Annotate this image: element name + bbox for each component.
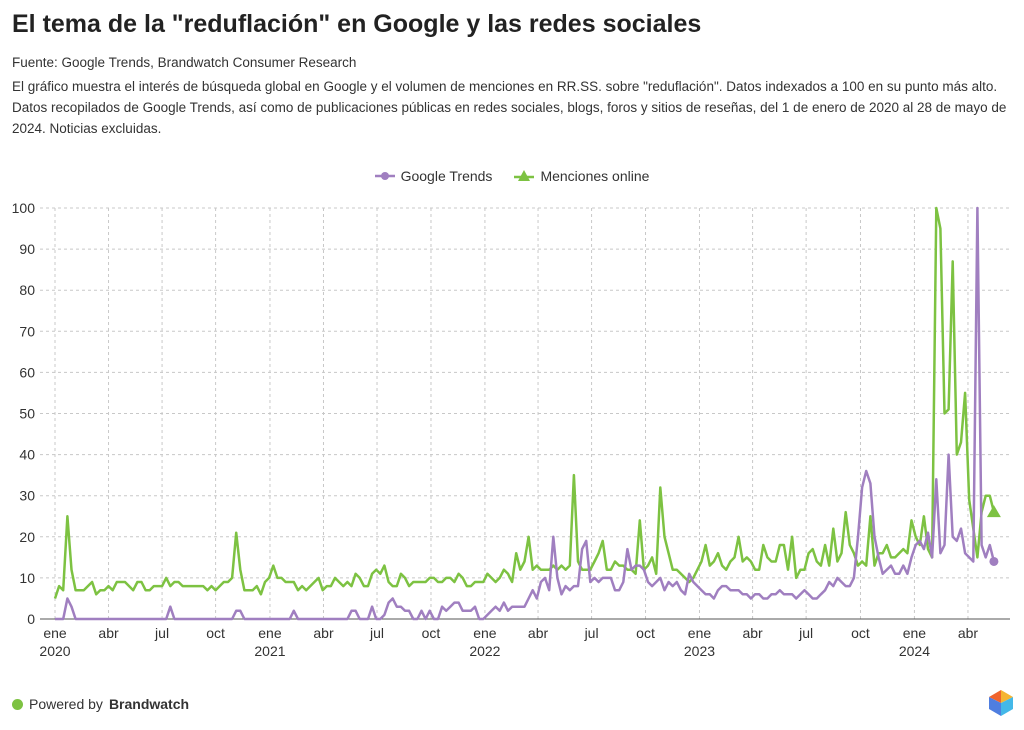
x-tick-label: oct	[851, 625, 870, 641]
chart-source: Fuente: Google Trends, Brandwatch Consum…	[12, 55, 357, 70]
x-tick-label: jul	[798, 625, 813, 641]
series-end-marker	[989, 556, 999, 566]
y-tick-label: 30	[19, 488, 35, 504]
legend-item-google-trends[interactable]: Google Trends	[374, 168, 493, 184]
legend-line-triangle-icon	[514, 170, 535, 181]
x-tick-year-label: 2024	[899, 643, 930, 659]
x-tick-label: ene	[473, 625, 497, 641]
x-tick-label: oct	[636, 625, 655, 641]
x-tick-label: abr	[98, 625, 119, 641]
grid	[40, 207, 1010, 619]
x-tick-label: oct	[422, 625, 441, 641]
y-tick-label: 50	[19, 406, 35, 422]
y-tick-label: 0	[27, 611, 35, 627]
y-tick-label: 90	[19, 241, 35, 257]
series-line-menciones-online	[53, 206, 996, 599]
legend-label: Google Trends	[400, 168, 493, 184]
x-tick-year-label: 2022	[469, 643, 500, 659]
x-tick-year-label: 2023	[684, 643, 715, 659]
x-tick-year-label: 2021	[254, 643, 285, 659]
y-tick-label: 70	[19, 323, 35, 339]
x-tick-label: abr	[742, 625, 763, 641]
chart-description: El gráfico muestra el interés de búsqued…	[12, 79, 1007, 136]
x-tick-label: ene	[903, 625, 927, 641]
legend-item-menciones-online[interactable]: Menciones online	[514, 168, 649, 184]
y-tick-label: 100	[12, 200, 36, 216]
series-layer	[53, 206, 1001, 621]
x-tick-label: jul	[584, 625, 599, 641]
footer: Powered by Brandwatch	[12, 696, 189, 712]
x-tick-label: ene	[688, 625, 712, 641]
powered-by-text: Powered by	[29, 696, 103, 712]
brandwatch-logo-icon	[989, 690, 1013, 716]
x-tick-label: abr	[958, 625, 979, 641]
legend-label: Menciones online	[540, 168, 650, 184]
y-tick-label: 40	[19, 447, 35, 463]
brand-name[interactable]: Brandwatch	[108, 696, 190, 712]
y-tick-label: 80	[19, 282, 35, 298]
chart-title: El tema de la "reduflación" en Google y …	[12, 10, 702, 38]
x-tick-label: abr	[528, 625, 549, 641]
y-tick-label: 20	[19, 529, 35, 545]
x-axis: ene 2020 abr jul oct ene 2021 abr jul oct ene 2022 a…	[39, 618, 1010, 659]
y-tick-label: 10	[19, 570, 35, 586]
series-line-google-trends	[55, 206, 996, 621]
x-tick-label: jul	[369, 625, 384, 641]
legend-line-circle-icon	[374, 172, 395, 180]
x-tick-label: jul	[154, 625, 169, 641]
x-tick-label: ene	[258, 625, 282, 641]
brand-dot-icon	[12, 698, 23, 710]
legend: Google Trends Menciones online	[0, 168, 1024, 184]
x-tick-label: oct	[206, 625, 225, 641]
x-tick-label: abr	[313, 625, 334, 641]
y-tick-label: 60	[19, 364, 35, 380]
series-end-marker	[986, 505, 1001, 518]
x-tick-year-label: 2020	[39, 643, 70, 659]
y-axis: 0 10 20 30 40 50 60 70 80 90 100	[12, 200, 36, 627]
x-tick-label: ene	[43, 625, 67, 641]
